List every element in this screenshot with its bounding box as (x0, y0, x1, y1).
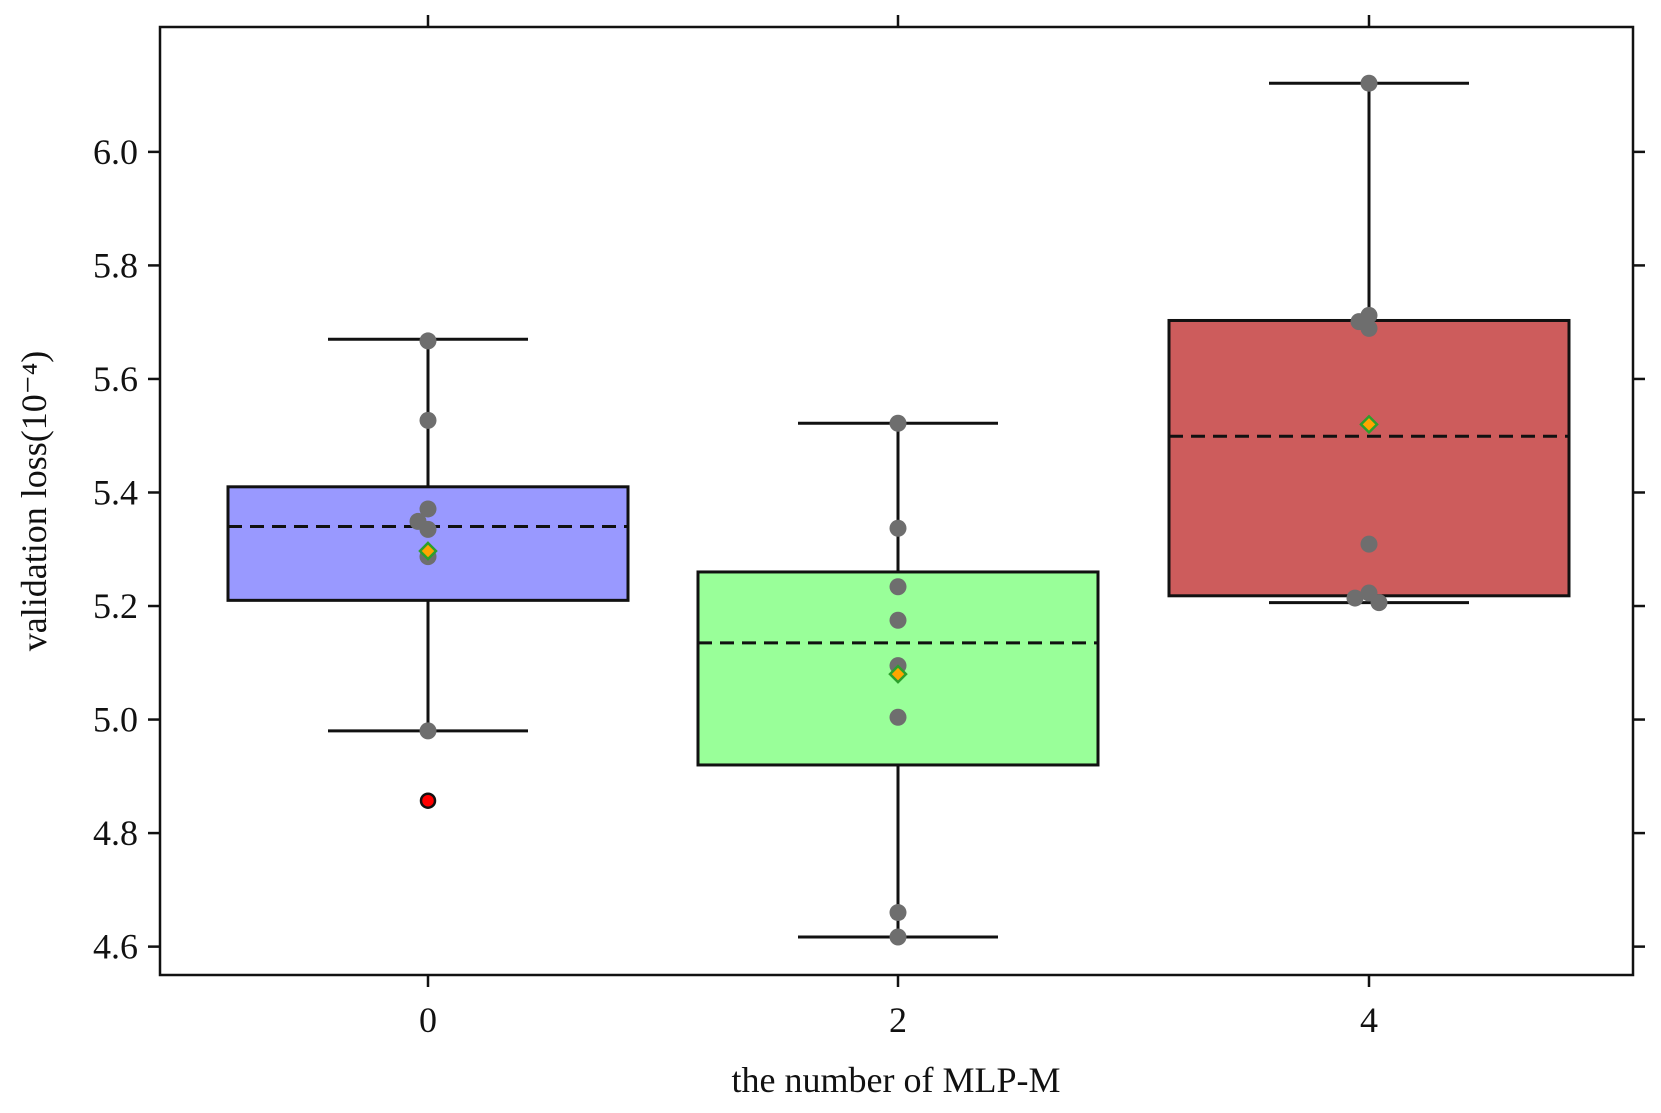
mean-marker (418, 541, 438, 561)
data-point (889, 904, 907, 922)
y-tick-label: 5.0 (93, 700, 138, 740)
data-point (889, 708, 907, 726)
data-point (1346, 589, 1364, 607)
x-axis: 0 2 4 (419, 15, 1378, 1040)
box-group (696, 414, 1100, 946)
data-point (889, 928, 907, 946)
box-group (226, 332, 630, 809)
y-tick-label: 5.8 (93, 245, 138, 285)
y-tick-label: 6.0 (93, 132, 138, 172)
data-point (419, 722, 437, 740)
y-axis-label: validation loss(10⁻⁴) (14, 351, 54, 652)
data-point (1370, 594, 1388, 612)
x-tick-label: 2 (889, 1000, 907, 1040)
data-point (419, 500, 437, 518)
data-point (1360, 535, 1378, 553)
y-tick-label: 5.2 (93, 586, 138, 626)
data-point (1360, 74, 1378, 92)
x-tick-label: 4 (1360, 1000, 1378, 1040)
y-tick-label: 5.4 (93, 472, 138, 512)
outlier-point (419, 792, 437, 809)
data-point (889, 578, 907, 596)
data-point (419, 411, 437, 429)
mean-marker (888, 664, 908, 684)
data-point (889, 519, 907, 537)
data-point (889, 611, 907, 629)
x-tick-label: 0 (419, 1000, 437, 1040)
plot-frame (158, 25, 1635, 977)
y-tick-label: 5.6 (93, 359, 138, 399)
box-group (1167, 74, 1571, 612)
y-axis: 4.6 4.8 5.0 5.2 5.4 5.6 5.8 6.0 (93, 132, 1645, 967)
data-point (419, 332, 437, 350)
data-point (419, 520, 437, 538)
data-point (1360, 319, 1378, 337)
data-point (889, 414, 907, 432)
x-axis-label: the number of MLP-M (732, 1060, 1061, 1100)
mean-marker (1359, 414, 1379, 435)
y-tick-label: 4.6 (93, 927, 138, 967)
plot-content (226, 74, 1571, 946)
box (1167, 318, 1571, 598)
y-tick-label: 4.8 (93, 813, 138, 853)
